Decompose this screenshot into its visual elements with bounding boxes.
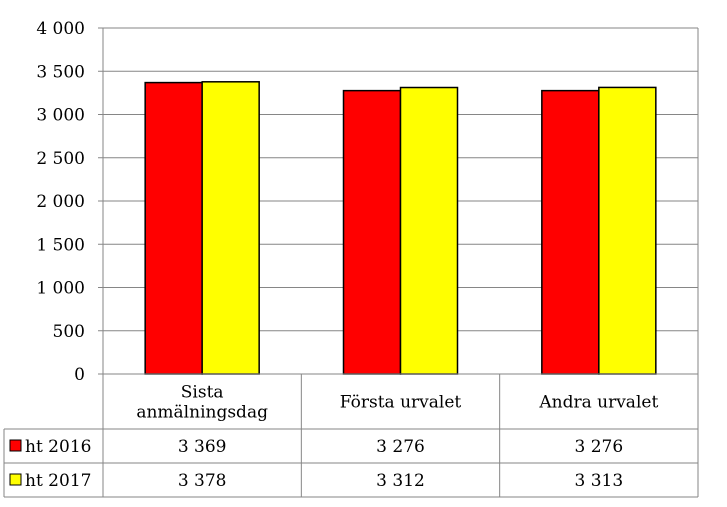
bar	[201, 81, 260, 375]
legend-key	[9, 439, 22, 452]
data-value: 3 369	[178, 437, 227, 457]
y-tick-label: 1 500	[36, 235, 85, 255]
series-name: ht 2017	[25, 471, 91, 491]
y-tick-label: 500	[53, 322, 85, 342]
data-value: 3 378	[178, 471, 227, 491]
y-tick-label: 3 500	[36, 62, 85, 82]
y-tick-label: 1 000	[36, 279, 85, 299]
category-label: Andra urvalet	[538, 393, 658, 413]
series-name: ht 2016	[25, 437, 91, 457]
y-tick-label: 3 000	[36, 106, 85, 126]
bar	[598, 86, 657, 375]
y-tick-label: 4 000	[36, 19, 85, 39]
bars	[144, 81, 657, 375]
data-value: 3 276	[376, 437, 425, 457]
data-value: 3 276	[574, 437, 623, 457]
y-tick-label: 2 500	[36, 149, 85, 169]
bar	[342, 89, 402, 375]
data-value: 3 313	[574, 471, 623, 491]
bar	[144, 81, 203, 375]
bar	[541, 89, 600, 375]
category-label: Första urvalet	[340, 393, 462, 413]
y-axis-tick-labels: 0 500 1 000 1 500 2 000 2 500 3 000 3 500 4 000	[36, 19, 85, 385]
data-value: 3 312	[376, 471, 425, 491]
category-label: anmälningsdag	[136, 403, 268, 423]
category-label: Sista	[181, 383, 224, 403]
y-tick-label: 0	[74, 365, 85, 385]
bar	[399, 86, 459, 375]
legend-key	[9, 473, 22, 486]
y-tick-label: 2 000	[36, 192, 85, 212]
